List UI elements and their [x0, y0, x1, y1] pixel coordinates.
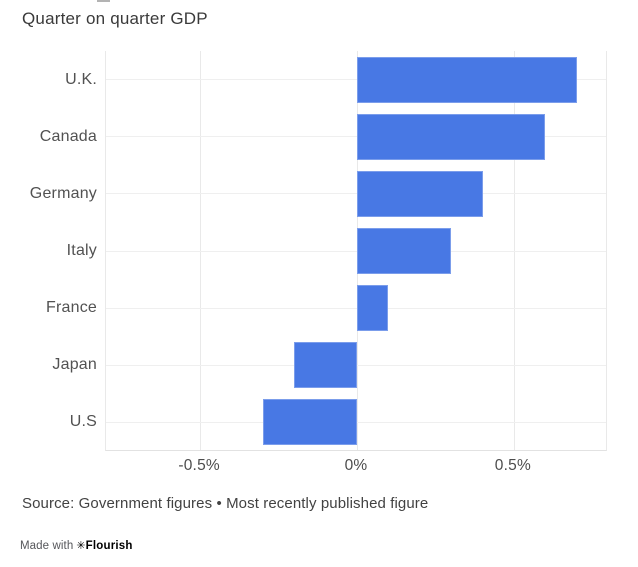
gridline-horizontal	[106, 136, 606, 138]
x-tick-label: 0%	[344, 457, 368, 474]
credit-brand: Flourish	[85, 540, 133, 552]
category-axis: U.K. Canada Germany Italy France Japan U.S	[0, 51, 97, 451]
chart-plot	[105, 51, 607, 451]
cropped-text-artifact	[97, 0, 110, 2]
bar-japan[interactable]	[294, 342, 357, 389]
chart: U.K. Canada Germany Italy France Japan U.S -0.…	[0, 51, 607, 479]
category-label: Canada	[39, 127, 97, 145]
category-label: Italy	[66, 242, 97, 259]
category-label: Germany	[29, 184, 97, 202]
gridline-horizontal	[106, 250, 606, 252]
bar-france[interactable]	[357, 285, 389, 332]
credit-made-with: Made with	[20, 540, 74, 552]
chart-title: Quarter on quarter GDP	[22, 9, 208, 28]
bar-uk[interactable]	[357, 56, 577, 103]
bar-germany[interactable]	[357, 170, 483, 217]
gridline-horizontal	[106, 193, 606, 195]
bar-italy[interactable]	[357, 228, 452, 274]
flourish-logo-icon: ✳	[76, 540, 86, 552]
bar-us[interactable]	[262, 399, 357, 446]
value-axis: -0.5% 0% 0.5%	[105, 451, 607, 479]
x-tick-label: 0.5%	[494, 457, 531, 474]
category-label: France	[46, 299, 97, 317]
category-label: U.K.	[65, 70, 97, 88]
gridline-horizontal	[106, 307, 606, 309]
x-tick-label: -0.5%	[178, 457, 220, 474]
source-note: Source: Government figures • Most recent…	[22, 495, 429, 512]
category-label: U.S	[69, 413, 97, 431]
category-label: Japan	[52, 356, 97, 374]
gridline-horizontal	[106, 79, 606, 81]
flourish-credit[interactable]: Made with ✳Flourish	[20, 539, 133, 552]
bar-canada[interactable]	[357, 113, 546, 160]
